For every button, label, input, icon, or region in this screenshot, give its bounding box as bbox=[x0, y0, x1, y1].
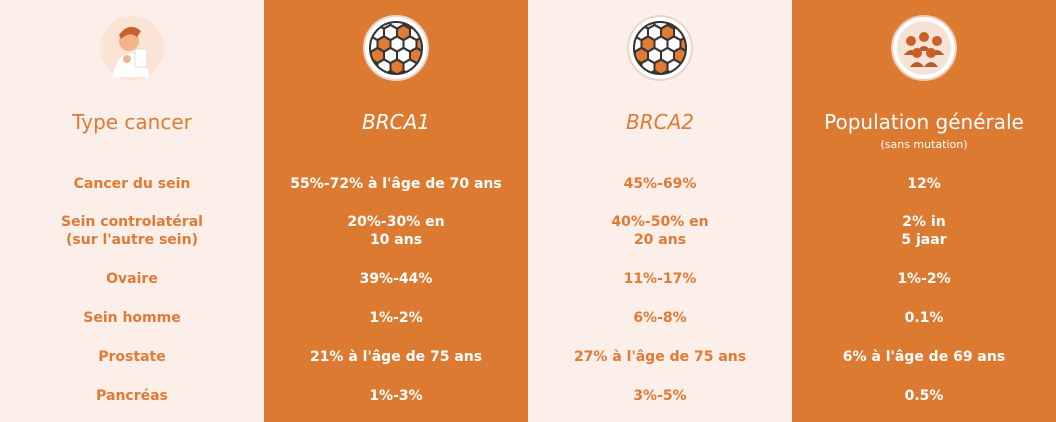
column-header: Population générale bbox=[824, 110, 1024, 134]
cell: Sein controlatéral (sur l'autre sein) bbox=[0, 213, 264, 249]
cell-line: 5 jaar bbox=[901, 232, 947, 248]
column: Population générale (sans mutation) 12% 2% … bbox=[792, 0, 1056, 422]
icon bbox=[363, 15, 429, 81]
cell: 40%-50% en 20 ans bbox=[528, 213, 792, 249]
icon bbox=[627, 15, 693, 81]
cell-line: Ovaire bbox=[106, 271, 158, 287]
cell-line: 45%-69% bbox=[623, 176, 697, 192]
cell-line: 1%-3% bbox=[369, 388, 423, 404]
cell-line: Sein homme bbox=[83, 310, 181, 326]
cell: 6% à l'âge de 69 ans bbox=[792, 348, 1056, 366]
cell-line: Sein controlatéral bbox=[61, 214, 203, 230]
column-header: BRCA1 bbox=[362, 110, 430, 134]
cell-line: 0.5% bbox=[904, 388, 944, 404]
cell-line: 2% in bbox=[902, 214, 946, 230]
cell: 3%-5% bbox=[528, 387, 792, 405]
cell-line: 39%-44% bbox=[359, 271, 433, 287]
cell-line: 12% bbox=[907, 176, 941, 192]
column: BRCA1 55%-72% à l'âge de 70 ans 20%-30% en… bbox=[264, 0, 528, 422]
column: BRCA2 45%-69% 40%-50% en 20 ans 11%-17% 6%-8%… bbox=[528, 0, 792, 422]
cell-line: 1%-2% bbox=[897, 271, 951, 287]
cell: 11%-17% bbox=[528, 270, 792, 288]
cell-line: 3%-5% bbox=[633, 388, 687, 404]
icon bbox=[891, 15, 957, 81]
column-header: BRCA2 bbox=[626, 110, 694, 134]
cell: 55%-72% à l'âge de 70 ans bbox=[264, 175, 528, 193]
cell: Prostate bbox=[0, 348, 264, 366]
cell: 1%-2% bbox=[792, 270, 1056, 288]
cell: 6%-8% bbox=[528, 309, 792, 327]
cell-line: 20%-30% en bbox=[347, 214, 445, 230]
cell-line: 20 ans bbox=[633, 232, 687, 248]
cell-line: 10 ans bbox=[369, 232, 423, 248]
cell-line: 27% à l'âge de 75 ans bbox=[573, 349, 747, 365]
icon bbox=[100, 16, 164, 80]
cell: 0.1% bbox=[792, 309, 1056, 327]
cell: 1%-3% bbox=[264, 387, 528, 405]
cell-line: 11%-17% bbox=[623, 271, 697, 287]
cell: Ovaire bbox=[0, 270, 264, 288]
cell: 27% à l'âge de 75 ans bbox=[528, 348, 792, 366]
cell: Cancer du sein bbox=[0, 175, 264, 193]
column: Type cancer Cancer du sein Sein controlaté… bbox=[0, 0, 264, 422]
cell: 12% bbox=[792, 175, 1056, 193]
column-header: Type cancer bbox=[72, 110, 192, 134]
cell: 0.5% bbox=[792, 387, 1056, 405]
cell: 2% in 5 jaar bbox=[792, 213, 1056, 249]
cell-line: 55%-72% à l'âge de 70 ans bbox=[290, 176, 502, 192]
cell: 1%-2% bbox=[264, 309, 528, 327]
cell: 21% à l'âge de 75 ans bbox=[264, 348, 528, 366]
cell-line: Pancréas bbox=[96, 388, 168, 404]
cell-line: 6%-8% bbox=[633, 310, 687, 326]
cell-line: 1%-2% bbox=[369, 310, 423, 326]
cell-line: Cancer du sein bbox=[73, 176, 191, 192]
cell: 39%-44% bbox=[264, 270, 528, 288]
cell-line: Prostate bbox=[98, 349, 166, 365]
cell: 20%-30% en 10 ans bbox=[264, 213, 528, 249]
cell: Pancréas bbox=[0, 387, 264, 405]
cell: 45%-69% bbox=[528, 175, 792, 193]
column-subheader: (sans mutation) bbox=[880, 138, 968, 151]
cell-line: 40%-50% en bbox=[611, 214, 709, 230]
cell-line: 6% à l'âge de 69 ans bbox=[842, 349, 1006, 365]
cell-line: (sur l'autre sein) bbox=[66, 232, 198, 248]
cell-line: 21% à l'âge de 75 ans bbox=[309, 349, 483, 365]
cell: Sein homme bbox=[0, 309, 264, 327]
cell-line: 0.1% bbox=[904, 310, 944, 326]
